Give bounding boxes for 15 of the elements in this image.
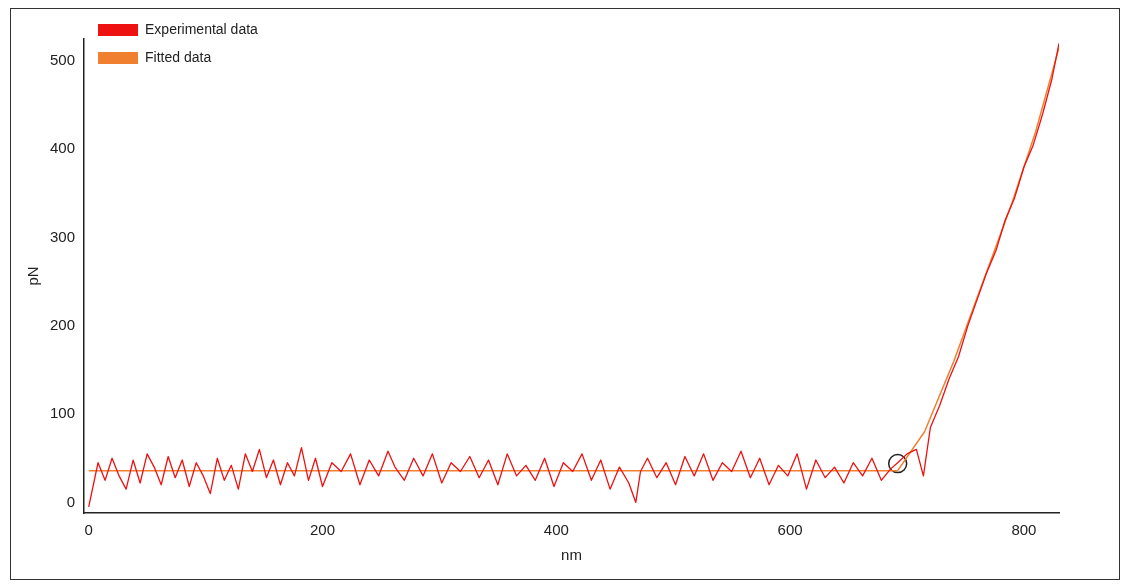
y-tick-label: 500 — [50, 51, 76, 69]
y-tick-label: 0 — [66, 492, 76, 510]
y-tick-label: 400 — [50, 139, 76, 157]
x-tick-label: 400 — [543, 521, 569, 539]
y-tick-label: 100 — [50, 404, 76, 422]
x-tick-label: 200 — [309, 521, 336, 539]
legend-label: Fitted data — [145, 48, 212, 65]
y-tick-label: 200 — [50, 316, 76, 334]
x-tick-label: 800 — [1011, 521, 1037, 539]
y-tick-label: 300 — [50, 227, 76, 245]
legend-label: Experimental data — [145, 20, 259, 37]
x-tick-label: 600 — [777, 521, 803, 539]
x-axis-title: nm — [561, 546, 582, 564]
x-tick-label: 0 — [84, 521, 93, 539]
y-axis-title: pN — [24, 266, 42, 286]
